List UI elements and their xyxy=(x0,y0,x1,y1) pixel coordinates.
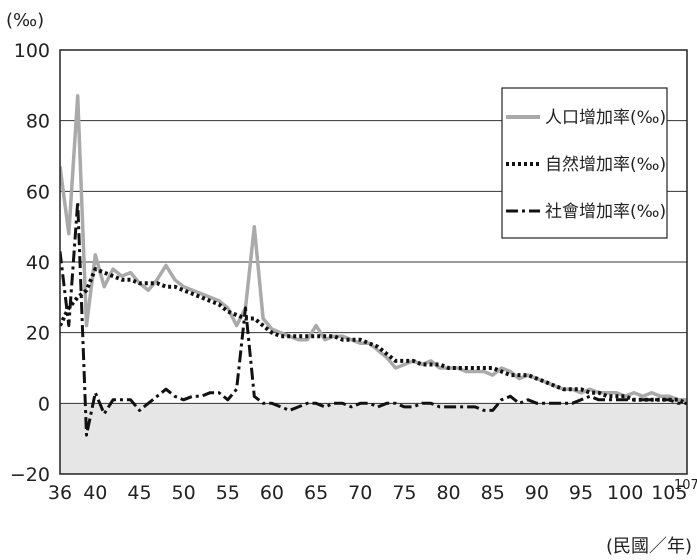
x-tick-label: 90 xyxy=(525,482,549,504)
series-line-social-growth xyxy=(60,200,687,437)
x-tick-label: 85 xyxy=(481,482,505,504)
x-tick-label: 65 xyxy=(304,482,328,504)
y-tick-label: 20 xyxy=(26,323,50,345)
y-axis-ticks: −20 0 20 40 60 80 100 xyxy=(10,40,50,486)
y-tick-label: 100 xyxy=(14,40,50,62)
legend-label-population: 人口增加率(‰) xyxy=(545,108,666,128)
x-tick-label: 40 xyxy=(83,482,107,504)
y-tick-label: 40 xyxy=(26,252,50,274)
x-axis-unit: (民國／年) xyxy=(606,536,692,557)
y-tick-label: 0 xyxy=(38,393,50,415)
plot-frame xyxy=(59,49,688,475)
y-tick-label: −20 xyxy=(10,464,50,486)
legend-label-social: 社會增加率(‰) xyxy=(545,202,666,222)
x-tick-label: 60 xyxy=(260,482,284,504)
legend-box xyxy=(501,87,668,239)
series-layer xyxy=(60,94,687,437)
legend: 人口增加率(‰) 自然增加率(‰) 社會增加率(‰) xyxy=(501,87,668,239)
x-tick-label: 75 xyxy=(392,482,416,504)
x-tick-label: 95 xyxy=(569,482,593,504)
negative-region-shading xyxy=(60,403,687,474)
x-tick-label: 45 xyxy=(127,482,151,504)
y-axis-unit: (‰) xyxy=(6,10,44,31)
series-line-population-growth xyxy=(60,94,687,402)
x-tick-label: 55 xyxy=(216,482,240,504)
x-tick-label: 50 xyxy=(172,482,196,504)
x-tick-label: 80 xyxy=(436,482,460,504)
legend-label-natural: 自然增加率(‰) xyxy=(545,155,666,175)
x-axis-last-tick: 107 xyxy=(674,478,697,493)
series-line-natural-growth xyxy=(60,267,687,406)
x-tick-label: 70 xyxy=(348,482,372,504)
x-tick-label: 100 xyxy=(607,482,643,504)
x-tick-label: 105 xyxy=(651,482,687,504)
x-tick-label: 36 xyxy=(48,482,72,504)
y-tick-label: 80 xyxy=(26,111,50,133)
x-axis-ticks: 36 40 45 50 55 60 65 70 75 80 85 90 95 100 105 xyxy=(48,482,688,504)
y-tick-label: 60 xyxy=(26,181,50,203)
